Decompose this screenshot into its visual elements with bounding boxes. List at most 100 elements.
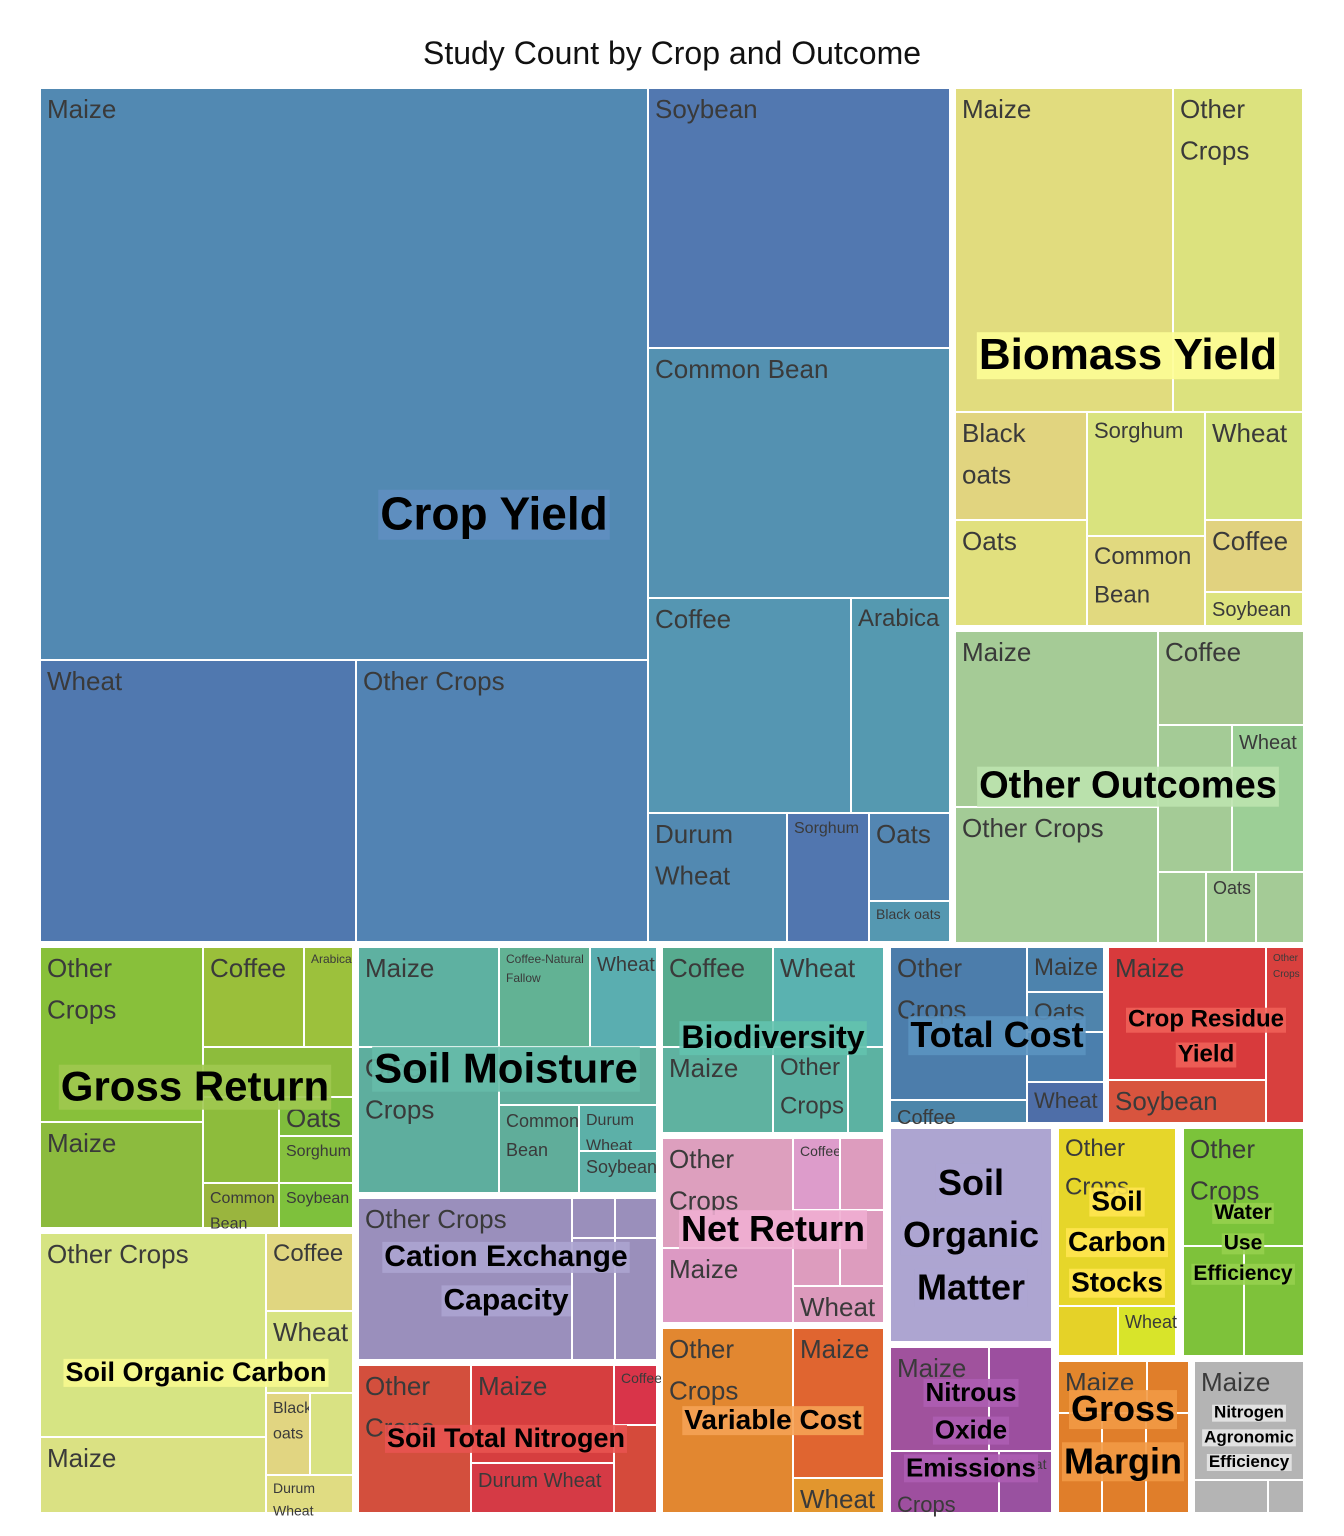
- leaf-label-soil-carbon-stocks-wheat: Wheat: [1125, 1312, 1177, 1332]
- leaf-label-gross-return-coffee: Coffee: [210, 953, 286, 983]
- cell-crop-yield-oats: [868, 812, 951, 902]
- svg-text:Efficiency: Efficiency: [1193, 1262, 1293, 1285]
- cell-gross-return-soybean: [278, 1182, 354, 1229]
- group-label-soil-total-nitrogen: Soil Total Nitrogen: [385, 1423, 627, 1453]
- group-label-other-outcomes: Other Outcomes: [977, 765, 1279, 807]
- svg-text:Water: Water: [1214, 1201, 1272, 1224]
- cell-crop-yield-black-oats: [868, 900, 951, 943]
- svg-text:Variable Cost: Variable Cost: [684, 1404, 861, 1435]
- leaf-label-gross-return-other-crops: Other Crops: [47, 953, 116, 1025]
- cell-nitrogen-agronomic-efficiency-minor: [1193, 1479, 1269, 1514]
- leaf-label-net-return-maize: Maize: [669, 1254, 738, 1284]
- group-label-nitrous-oxide-emissions: Nitrous Oxide Emissions: [903, 1377, 1039, 1483]
- leaf-label-gross-return-arabica: Arabica: [311, 952, 352, 966]
- cell-biomass-yield-soybean: [1204, 591, 1304, 627]
- leaf-label-variable-cost-other-crops: Other Crops: [669, 1334, 738, 1406]
- group-label-crop-residue-yield: Crop Residue Yield: [1125, 1006, 1287, 1068]
- cell-variable-cost-wheat: [792, 1477, 885, 1514]
- cell-crop-yield-wheat: [39, 659, 357, 943]
- cell-other-outcomes-minor: [1157, 871, 1207, 944]
- leaf-label-biomass-yield-sorghum: Sorghum: [1094, 418, 1183, 443]
- cell-gross-return-common-bean: [202, 1182, 280, 1229]
- leaf-label-soil-organic-carbon-coffee: Coffee: [273, 1240, 343, 1267]
- svg-text:Yield: Yield: [1178, 1041, 1234, 1068]
- leaf-label-total-cost-maize: Maize: [1034, 954, 1098, 981]
- leaf-label-total-cost-other-crops: Other Crops: [897, 953, 966, 1025]
- leaf-label-net-return-wheat: Wheat: [800, 1292, 876, 1322]
- cell-cation-exchange-capacity-minor: [614, 1197, 658, 1239]
- cell-other-outcomes-coffee: [1157, 630, 1305, 726]
- cell-net-return-maize: [661, 1247, 794, 1324]
- group-label-soil-organic-matter: Soil Organic Matter: [900, 1162, 1042, 1308]
- leaf-label-nitrogen-agronomic-efficiency-maize: Maize: [1201, 1367, 1270, 1397]
- svg-text:Biodiversity: Biodiversity: [681, 1019, 864, 1055]
- leaf-label-crop-yield-common-bean: Common Bean: [655, 354, 828, 384]
- cell-crop-residue-yield-other-crops: [1265, 946, 1305, 1124]
- leaf-label-biodiversity-wheat: Wheat: [780, 953, 856, 983]
- cell-biomass-yield-sorghum: [1086, 411, 1206, 537]
- cell-other-outcomes-oats: [1205, 871, 1257, 944]
- cell-crop-yield-maize: [39, 87, 649, 661]
- leaf-label-other-outcomes-other-crops: Other Crops: [962, 813, 1104, 843]
- leaf-label-crop-yield-sorghum: Sorghum: [794, 820, 859, 837]
- leaf-label-biomass-yield-wheat: Wheat: [1212, 418, 1288, 448]
- leaf-label-other-outcomes-coffee: Coffee: [1165, 637, 1241, 667]
- cell-crop-yield-other-crops: [355, 659, 649, 943]
- leaf-label-crop-yield-soybean: Soybean: [655, 94, 758, 124]
- leaf-label-soil-organic-carbon-wheat: Wheat: [273, 1317, 349, 1347]
- svg-text:Soil: Soil: [1091, 1186, 1142, 1217]
- chart-title: Study Count by Crop and Outcome: [423, 35, 921, 71]
- leaf-label-biomass-yield-soybean: Soybean: [1212, 599, 1291, 621]
- leaf-label-biodiversity-coffee: Coffee: [669, 953, 745, 983]
- leaf-label-nitrous-oxide-emissions-maize: Maize: [897, 1353, 966, 1383]
- leaf-label-other-outcomes-maize: Maize: [962, 637, 1031, 667]
- svg-text:Margin: Margin: [1064, 1440, 1182, 1481]
- cell-nitrogen-agronomic-efficiency-minor: [1267, 1479, 1305, 1514]
- svg-text:Emissions: Emissions: [906, 1452, 1036, 1482]
- cell-biodiversity-minor: [847, 1046, 885, 1134]
- cell-net-return-minor: [839, 1137, 885, 1211]
- cell-crop-yield-common-bean: [647, 347, 951, 599]
- leaf-label-net-return-coffee: Coffee: [800, 1143, 841, 1159]
- group-label-cation-exchange-capacity: Cation Exchange Capacity: [382, 1240, 630, 1317]
- cell-biomass-yield-wheat: [1204, 411, 1304, 521]
- leaf-label-total-cost-wheat: Wheat: [1034, 1088, 1098, 1113]
- group-label-soil-organic-carbon: Soil Organic Carbon: [63, 1357, 329, 1387]
- cell-other-outcomes-minor: [1255, 871, 1305, 944]
- group-label-biomass-yield: Biomass Yield: [976, 330, 1280, 380]
- cell-soil-carbon-stocks-wheat: [1117, 1305, 1177, 1357]
- leaf-label-variable-cost-maize: Maize: [800, 1334, 869, 1364]
- cell-gross-return-sorghum: [278, 1135, 354, 1184]
- cell-gross-return-minor: [202, 1096, 280, 1184]
- cell-net-return-wheat: [792, 1285, 885, 1324]
- cell-total-cost-coffee: [889, 1099, 1028, 1124]
- leaf-label-gross-return-soybean: Soybean: [286, 1190, 349, 1207]
- group-label-biodiversity: Biodiversity: [679, 1019, 867, 1056]
- svg-text:Stocks: Stocks: [1071, 1267, 1163, 1298]
- leaf-label-crop-residue-yield-soybean: Soybean: [1115, 1086, 1218, 1116]
- svg-text:Soil Moisture: Soil Moisture: [374, 1045, 638, 1092]
- cell-gross-return-coffee: [202, 946, 305, 1048]
- leaf-label-soil-organic-carbon-other-crops: Other Crops: [47, 1239, 189, 1269]
- leaf-label-nitrous-oxide-emissions-other-crops: Crops: [897, 1492, 956, 1517]
- leaf-label-other-outcomes-wheat: Wheat: [1239, 732, 1297, 754]
- leaf-label-crop-yield-oats: Oats: [876, 819, 931, 849]
- group-label-gross-margin: Gross Margin: [1061, 1388, 1185, 1482]
- group-label-total-cost: Total Cost: [908, 1014, 1086, 1056]
- group-label-variable-cost: Variable Cost: [682, 1404, 864, 1436]
- cell-cation-exchange-capacity-minor: [571, 1197, 616, 1239]
- leaf-label-soil-organic-carbon-black-oats: Black oats: [273, 1400, 313, 1443]
- cell-biomass-yield-coffee: [1204, 519, 1304, 593]
- cell-biomass-yield-common-bean: [1086, 535, 1206, 627]
- cell-total-cost-maize: [1026, 946, 1105, 993]
- leaf-label-soil-total-nitrogen-maize: Maize: [478, 1371, 547, 1401]
- leaf-label-gross-return-maize: Maize: [47, 1128, 116, 1158]
- cell-crop-yield-durum-wheat: [647, 812, 788, 943]
- cell-soil-organic-carbon-minor: [309, 1392, 354, 1476]
- leaf-label-soil-moisture-maize: Maize: [365, 953, 434, 983]
- leaf-label-soil-total-nitrogen-durum-wheat: Durum Wheat: [478, 1470, 602, 1492]
- svg-text:Soil: Soil: [938, 1162, 1004, 1203]
- leaf-label-crop-yield-arabica: Arabica: [858, 605, 940, 632]
- cell-crop-yield-coffee: [647, 597, 852, 814]
- leaf-label-biomass-yield-oats: Oats: [962, 526, 1017, 556]
